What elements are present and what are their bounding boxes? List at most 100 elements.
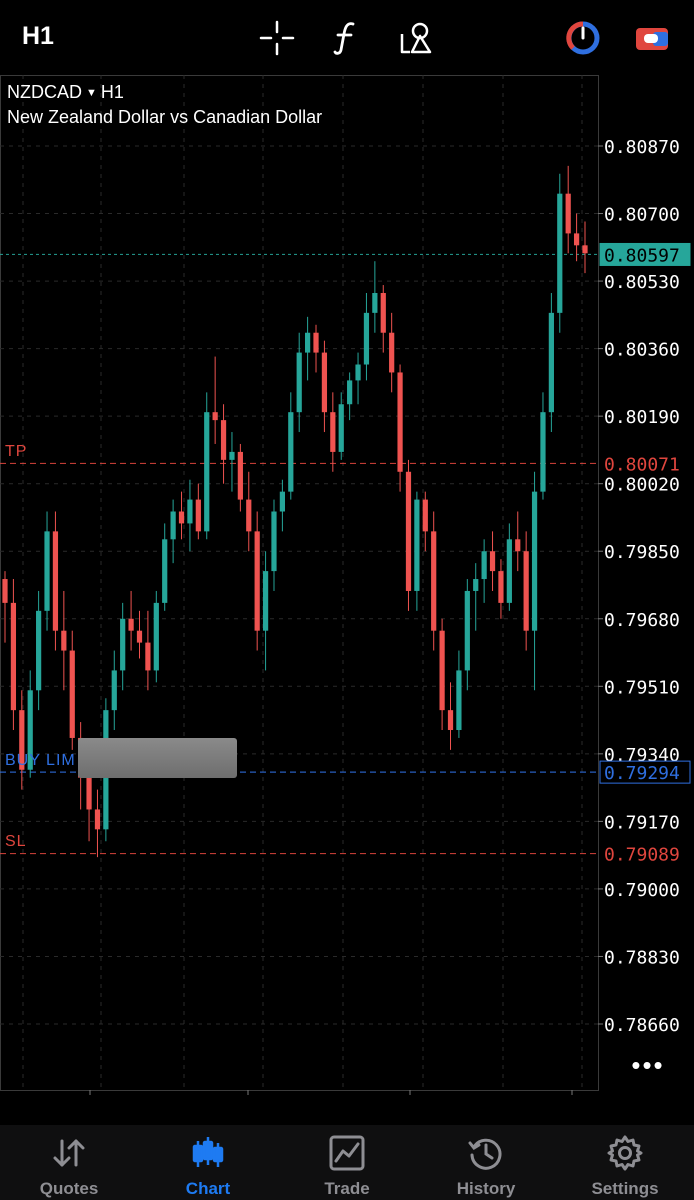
sl-price-badge bbox=[599, 842, 691, 866]
candle-body bbox=[44, 531, 50, 611]
candle-body bbox=[86, 777, 92, 810]
candle-body bbox=[330, 412, 336, 452]
candle-body bbox=[111, 670, 117, 711]
candle-body bbox=[128, 618, 134, 631]
candle-body bbox=[565, 193, 571, 234]
candle-body bbox=[262, 571, 269, 631]
candle-body bbox=[447, 710, 454, 731]
price-tick-label: 0.80020 bbox=[604, 475, 680, 496]
settings-gear-icon bbox=[607, 1135, 643, 1171]
current-price-badge bbox=[599, 242, 691, 266]
chart-area[interactable]: 0.80870 0.80700 0.80530 0.80360 0.80190 0.800… bbox=[0, 75, 694, 1095]
price-chart[interactable]: 0.80870 0.80700 0.80530 0.80360 0.80190 0.800… bbox=[0, 75, 694, 1095]
candle-body bbox=[120, 618, 126, 671]
price-tick-label: 0.79850 bbox=[604, 542, 680, 563]
candle-body bbox=[548, 312, 554, 413]
timeframe-button[interactable]: H1 bbox=[22, 22, 54, 50]
symbol-timeframe: H1 bbox=[100, 82, 124, 102]
candle-body bbox=[338, 404, 344, 452]
candle-body bbox=[582, 245, 588, 254]
candle-body bbox=[296, 352, 302, 413]
candle-body bbox=[414, 499, 420, 591]
candle-body bbox=[19, 710, 25, 770]
symbol-header: NZDCAD ▼ H1 bbox=[7, 82, 124, 103]
candle-body bbox=[372, 292, 378, 313]
tab-history[interactable]: History bbox=[417, 1125, 555, 1200]
price-tick-label: 0.79000 bbox=[604, 880, 680, 901]
tab-trade[interactable]: Trade bbox=[278, 1125, 416, 1200]
price-tick-label: 0.79510 bbox=[604, 677, 680, 698]
crosshair-icon[interactable] bbox=[257, 18, 297, 58]
price-tick-label: 0.80700 bbox=[604, 205, 680, 226]
price-tick-label: 0.80530 bbox=[604, 272, 680, 293]
candle-body bbox=[136, 630, 143, 643]
account-icon[interactable] bbox=[632, 18, 672, 58]
tab-trade-label: Trade bbox=[324, 1179, 370, 1198]
candle-body bbox=[431, 531, 437, 631]
candle-body bbox=[229, 451, 235, 460]
one-click-trading-icon[interactable] bbox=[563, 18, 603, 58]
candle-body bbox=[489, 551, 496, 572]
candle-body bbox=[397, 372, 403, 472]
candle-body bbox=[288, 412, 294, 492]
more-options-button[interactable]: ••• bbox=[631, 1049, 665, 1080]
candle-body bbox=[313, 332, 319, 353]
candle-body bbox=[212, 412, 218, 421]
candle-body bbox=[254, 531, 260, 631]
candle-body bbox=[10, 602, 17, 711]
candle-body bbox=[473, 579, 479, 591]
candle-body bbox=[363, 312, 370, 365]
candle-body bbox=[279, 491, 285, 512]
sl-price-badge-label: 0.79089 bbox=[604, 845, 680, 866]
buy-limit-price-badge bbox=[599, 760, 691, 784]
top-toolbar: H1 bbox=[0, 0, 694, 75]
tp-price-badge bbox=[599, 451, 691, 475]
tab-settings[interactable]: Settings bbox=[556, 1125, 694, 1200]
symbol-name: NZDCAD bbox=[7, 82, 82, 102]
quotes-arrows-icon bbox=[53, 1139, 85, 1167]
candle-body bbox=[321, 352, 328, 413]
objects-icon[interactable] bbox=[396, 18, 436, 58]
indicator-icon[interactable] bbox=[326, 18, 366, 58]
candle-body bbox=[523, 551, 529, 631]
order-drag-handle[interactable] bbox=[78, 738, 237, 778]
candle-body bbox=[405, 471, 412, 591]
bottom-tab-bar: Quotes Chart Trade History bbox=[0, 1125, 694, 1200]
candle-body bbox=[439, 630, 445, 711]
candle-body bbox=[515, 539, 521, 552]
chart-frame bbox=[0, 75, 599, 1091]
dropdown-arrow-icon[interactable]: ▼ bbox=[86, 87, 97, 100]
candle-body bbox=[187, 499, 193, 524]
chart-candles-icon bbox=[192, 1137, 224, 1167]
candle-body bbox=[540, 412, 546, 492]
candle-body bbox=[573, 233, 580, 246]
price-tick-label: 0.79170 bbox=[604, 812, 680, 833]
candle-body bbox=[52, 531, 59, 631]
price-tick-label: 0.80870 bbox=[604, 137, 680, 158]
price-tick-label: 0.79680 bbox=[604, 610, 680, 631]
candle-body bbox=[178, 511, 185, 524]
tp-price-badge-label: 0.80071 bbox=[604, 454, 680, 475]
tab-chart-label: Chart bbox=[185, 1179, 231, 1198]
candle-body bbox=[220, 420, 227, 460]
candle-body bbox=[170, 511, 176, 540]
candle-body bbox=[2, 579, 8, 603]
candle-body bbox=[36, 610, 42, 691]
candle-body bbox=[27, 690, 33, 770]
candle-body bbox=[61, 630, 67, 651]
tp-label: TP bbox=[5, 443, 28, 460]
tab-quotes[interactable]: Quotes bbox=[0, 1125, 138, 1200]
tab-chart[interactable]: Chart bbox=[139, 1125, 277, 1200]
candle-body bbox=[355, 364, 361, 381]
candle-body bbox=[531, 491, 538, 631]
buy-limit-price-badge-label: 0.79294 bbox=[604, 763, 680, 784]
candle-body bbox=[204, 412, 210, 532]
candle-body bbox=[94, 809, 101, 830]
history-clock-icon bbox=[468, 1138, 502, 1170]
candle-body bbox=[246, 499, 252, 532]
candle-body bbox=[456, 670, 462, 731]
trade-chart-icon bbox=[329, 1135, 365, 1171]
tab-history-label: History bbox=[456, 1179, 516, 1198]
candle-body bbox=[506, 539, 512, 603]
candle-body bbox=[422, 499, 428, 532]
